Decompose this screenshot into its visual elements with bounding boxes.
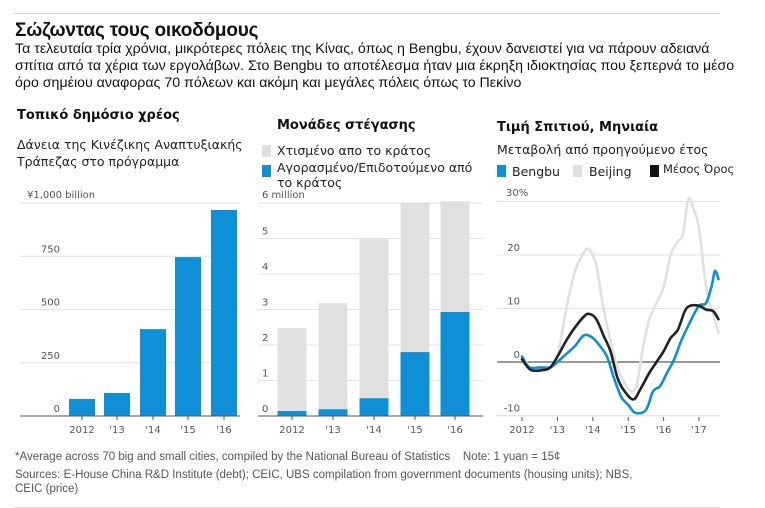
x-tick-label: '15 [620,425,635,436]
legend-swatch-bengbu [497,165,506,177]
y-tick-label: 500 [41,298,60,309]
bar-built-14 [359,239,389,399]
x-tick-label: '17 [691,425,706,436]
legend-swatch-beijing [573,165,582,177]
sources: Sources: E-House China R&D Institute (de… [15,469,633,495]
line-beijing [520,196,720,393]
price-chart-subtitle: Μεταβολή από προηγούμενο έτος [497,142,709,157]
debt-unit-label: ¥1,000 billion [27,190,96,201]
x-tick-label: '16 [656,425,671,436]
x-tick-label: '13 [550,425,565,436]
legend-label-built: Χτισμένο απο το κράτος [277,143,432,158]
y-tick-label: 3 [262,298,268,309]
bar-13 [104,392,130,416]
page-dek: Τα τελευταία τρία χρόνια, μικρότερες πόλ… [15,41,735,91]
y-tick-label: 5 [262,227,268,238]
legend-label-average: Μέσος Όρος [663,162,735,176]
line-average [520,303,720,401]
bar-15 [175,257,201,416]
legend-swatch-bought [262,165,271,177]
x-tick-label: '16 [216,425,231,436]
x-tick-label: '13 [325,425,340,436]
bar-bought-16 [440,311,470,416]
bar-built-15 [400,203,430,353]
bar-2012 [69,398,95,416]
bar-16 [211,210,237,416]
y-tick-label: 20 [507,243,520,254]
legend-swatch-built [262,145,271,157]
top-rule [14,13,720,14]
x-tick-label: '16 [447,425,462,436]
legend-label-bought: Αγορασμένο/Επιδοτούμενο από το κράτος [277,160,473,190]
x-tick-label: '14 [366,425,381,436]
y-tick-label: 4 [262,262,268,273]
debt-chart-title: Τοπικό δημόσιο χρέος [17,108,180,123]
x-tick-label: '14 [145,425,160,436]
y-tick-label: 750 [41,244,60,255]
y-tick-label: 1 [262,369,268,380]
bar-bought-2012 [277,411,307,416]
legend-swatch-average [650,165,659,177]
debt-chart-subtitle: Δάνεια της Κινέζικης Αναπτυξιακής Τράπεζ… [17,137,243,169]
legend-label-bengbu: Bengbu [512,164,560,179]
bar-14 [140,329,166,416]
y-tick-label: -10 [504,404,520,415]
y-tick-label: 2 [262,333,268,344]
x-tick-label: '15 [407,425,422,436]
y-tick-label: 0 [262,404,268,415]
bar-built-2012 [277,327,307,412]
bar-bought-15 [400,352,430,416]
legend-label-beijing: Beijing [589,164,632,179]
y-tick-label: 0 [54,404,60,415]
bar-bought-14 [359,398,389,416]
footnote: *Average across 70 big and small cities,… [15,451,561,463]
housing-chart-title: Μονάδες στέγασης [277,118,416,133]
line-bengbu [520,269,720,415]
y-tick-label: 10 [507,297,520,308]
x-tick-label: '14 [585,425,600,436]
x-tick-label: '15 [180,425,195,436]
bar-bought-13 [318,409,348,416]
bar-built-16 [440,201,470,312]
price-unit-label: 30% [506,188,529,199]
x-tick-label: '13 [109,425,124,436]
y-tick-label: 0 [514,350,520,361]
housing-unit-label: 6 million [262,190,305,201]
y-tick-label: 250 [41,351,60,362]
x-tick-label: 2012 [69,425,94,436]
price-chart-title: Τιμή Σπιτιού, Μηνιαία [497,120,659,135]
x-tick-label: 2012 [279,425,304,436]
bar-built-13 [318,303,348,410]
page-title: Σώζωντας τους οικοδόμους [15,20,259,41]
x-tick-label: 2012 [509,425,534,436]
